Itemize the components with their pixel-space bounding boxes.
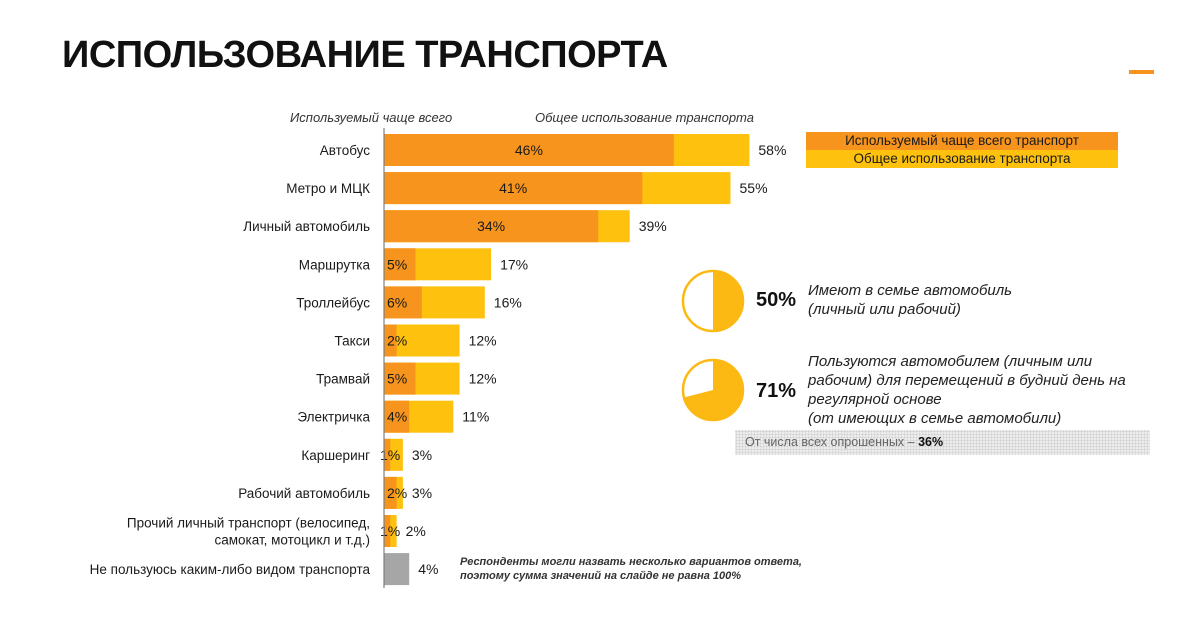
data-label-most-used: 41% <box>499 180 527 196</box>
page-title: ИСПОЛЬЗОВАНИЕ ТРАНСПОРТА <box>62 34 668 76</box>
data-label-most-used: 5% <box>387 256 407 272</box>
data-label-most-used: 2% <box>387 333 407 349</box>
category-label: Такси <box>335 334 371 349</box>
data-label-total-use: 17% <box>500 256 528 272</box>
category-label: Метро и МЦК <box>286 181 370 196</box>
bar-most-used <box>384 515 391 547</box>
note-value: 36% <box>918 435 944 449</box>
bar-most-used <box>384 362 416 395</box>
note-prefix: От числа всех опрошенных – <box>745 435 919 449</box>
category-label: Маршрутка <box>299 257 371 272</box>
note-all-respondents: От числа всех опрошенных – 36% <box>735 430 1150 455</box>
data-label-total-use: 3% <box>412 447 432 463</box>
data-label-total-use: 16% <box>494 294 522 310</box>
column-header-total-use: Общее использование транспорта <box>535 110 754 125</box>
category-label: Личный автомобиль <box>243 219 370 234</box>
caption-line: Имеют в семье автомобиль <box>808 282 1013 299</box>
data-label-most-used: 34% <box>477 218 505 234</box>
data-label-most-used: 5% <box>387 371 407 387</box>
legend-item-most-used: Используемый чаще всего транспорт <box>806 132 1118 150</box>
data-label-total-use: 39% <box>639 218 667 234</box>
footnote-line: поэтому сумма значений на слайде не равн… <box>460 570 742 582</box>
caption-line: Пользуются автомобилем (личным или <box>808 353 1093 370</box>
bar-most-used <box>384 210 599 243</box>
data-label-most-used: 6% <box>387 294 407 310</box>
bar-most-used <box>384 248 416 281</box>
legend: Используемый чаще всего транспорт Общее … <box>806 132 1118 168</box>
caption-line: (от имеющих в семье автомобили) <box>808 410 1062 427</box>
caption-line: рабочим) для перемещений в будний день н… <box>808 372 1126 389</box>
data-label-total-use: 3% <box>412 485 432 501</box>
data-label-total-use: 55% <box>740 180 768 196</box>
pie-slice <box>713 271 743 331</box>
column-header-most-used: Используемый чаще всего <box>290 110 453 125</box>
category-label: Автобус <box>320 143 370 158</box>
bar-most-used <box>384 172 643 205</box>
legend-item-total-use: Общее использование транспорта <box>806 150 1118 168</box>
category-label: Рабочий автомобиль <box>238 486 370 501</box>
pie-value-weekday-car-use: 71% <box>756 380 797 402</box>
bar-most-used <box>384 324 397 357</box>
footnote-line: Респонденты могли назвать несколько вари… <box>460 556 802 568</box>
pie-slice <box>683 360 743 420</box>
data-label-total-use: 58% <box>758 142 786 158</box>
bar-total-use <box>384 553 410 586</box>
category-label: Каршеринг <box>301 448 370 463</box>
pie-value-car-in-family: 50% <box>756 289 797 311</box>
data-label-most-used: 1% <box>380 523 400 539</box>
data-label-total-use: 12% <box>469 371 497 387</box>
bar-most-used <box>384 476 397 509</box>
data-label-most-used: 4% <box>387 409 407 425</box>
pie-caption-car-in-family: Имеют в семье автомобиль (личный или раб… <box>808 281 1012 319</box>
footnote: Респонденты могли назвать несколько вари… <box>460 555 802 583</box>
caption-line: регулярной основе <box>808 391 942 408</box>
bar-most-used <box>384 400 410 433</box>
caption-line: (личный или рабочий) <box>808 301 961 318</box>
data-label-most-used: 2% <box>387 485 407 501</box>
pie-chart-weekday-car-use <box>681 358 745 422</box>
data-label-total-use: 4% <box>418 561 438 577</box>
pie-caption-weekday-car-use: Пользуются автомобилем (личным или рабоч… <box>808 352 1126 428</box>
bar-most-used <box>384 286 422 319</box>
category-label: Трамвай <box>316 372 370 387</box>
data-label-total-use: 12% <box>469 333 497 349</box>
category-label: Электричка <box>297 410 370 425</box>
data-label-total-use: 2% <box>406 523 426 539</box>
data-label-most-used: 1% <box>380 447 400 463</box>
category-label: Троллейбус <box>296 295 370 310</box>
bar-most-used <box>384 438 391 471</box>
data-label-most-used: 46% <box>515 142 543 158</box>
accent-line <box>1129 70 1154 74</box>
category-label: Не пользуюсь каким-либо видом транспорта <box>90 562 371 577</box>
bar-most-used <box>384 134 674 166</box>
data-label-total-use: 11% <box>462 409 489 425</box>
pie-chart-car-in-family <box>681 269 745 333</box>
category-label: Прочий личный транспорт (велосипед, самок… <box>127 516 370 548</box>
